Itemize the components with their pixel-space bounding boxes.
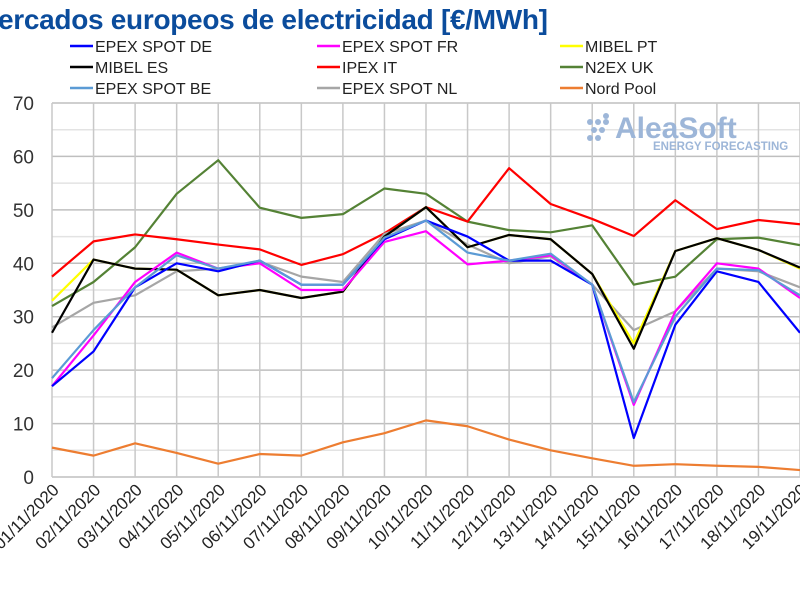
logo-dot	[603, 113, 609, 119]
legend-label: EPEX SPOT NL	[342, 81, 457, 98]
legend-label: MIBEL PT	[585, 39, 658, 56]
logo-dot	[595, 119, 601, 125]
legend-label: Nord Pool	[585, 81, 656, 98]
logo-name: AleaSoft	[615, 112, 737, 145]
y-tick-label: 10	[13, 415, 34, 436]
legend-label: EPEX SPOT FR	[342, 39, 458, 56]
logo-tagline: ENERGY FORECASTING	[653, 141, 788, 153]
y-tick-label: 30	[13, 308, 34, 329]
aleasoft-logo	[587, 113, 609, 141]
legend-label: MIBEL ES	[95, 60, 168, 77]
logo-dot	[595, 135, 601, 141]
logo-dot	[587, 135, 593, 141]
legend-label: EPEX SPOT DE	[95, 39, 212, 56]
logo-dot	[599, 127, 605, 133]
logo-dot	[587, 119, 593, 125]
y-tick-label: 50	[13, 201, 34, 222]
y-tick-label: 70	[13, 94, 34, 115]
logo-dot	[591, 127, 597, 133]
y-tick-label: 40	[13, 254, 34, 275]
logo-dot	[603, 119, 609, 125]
legend-label: N2EX UK	[585, 60, 654, 77]
y-tick-label: 60	[13, 147, 34, 168]
y-tick-label: 0	[23, 468, 34, 489]
y-tick-label: 20	[13, 361, 34, 382]
legend-label: EPEX SPOT BE	[95, 81, 211, 98]
chart-title: ercados europeos de electricidad [€/MWh]	[0, 4, 548, 35]
legend-label: IPEX IT	[342, 60, 397, 77]
